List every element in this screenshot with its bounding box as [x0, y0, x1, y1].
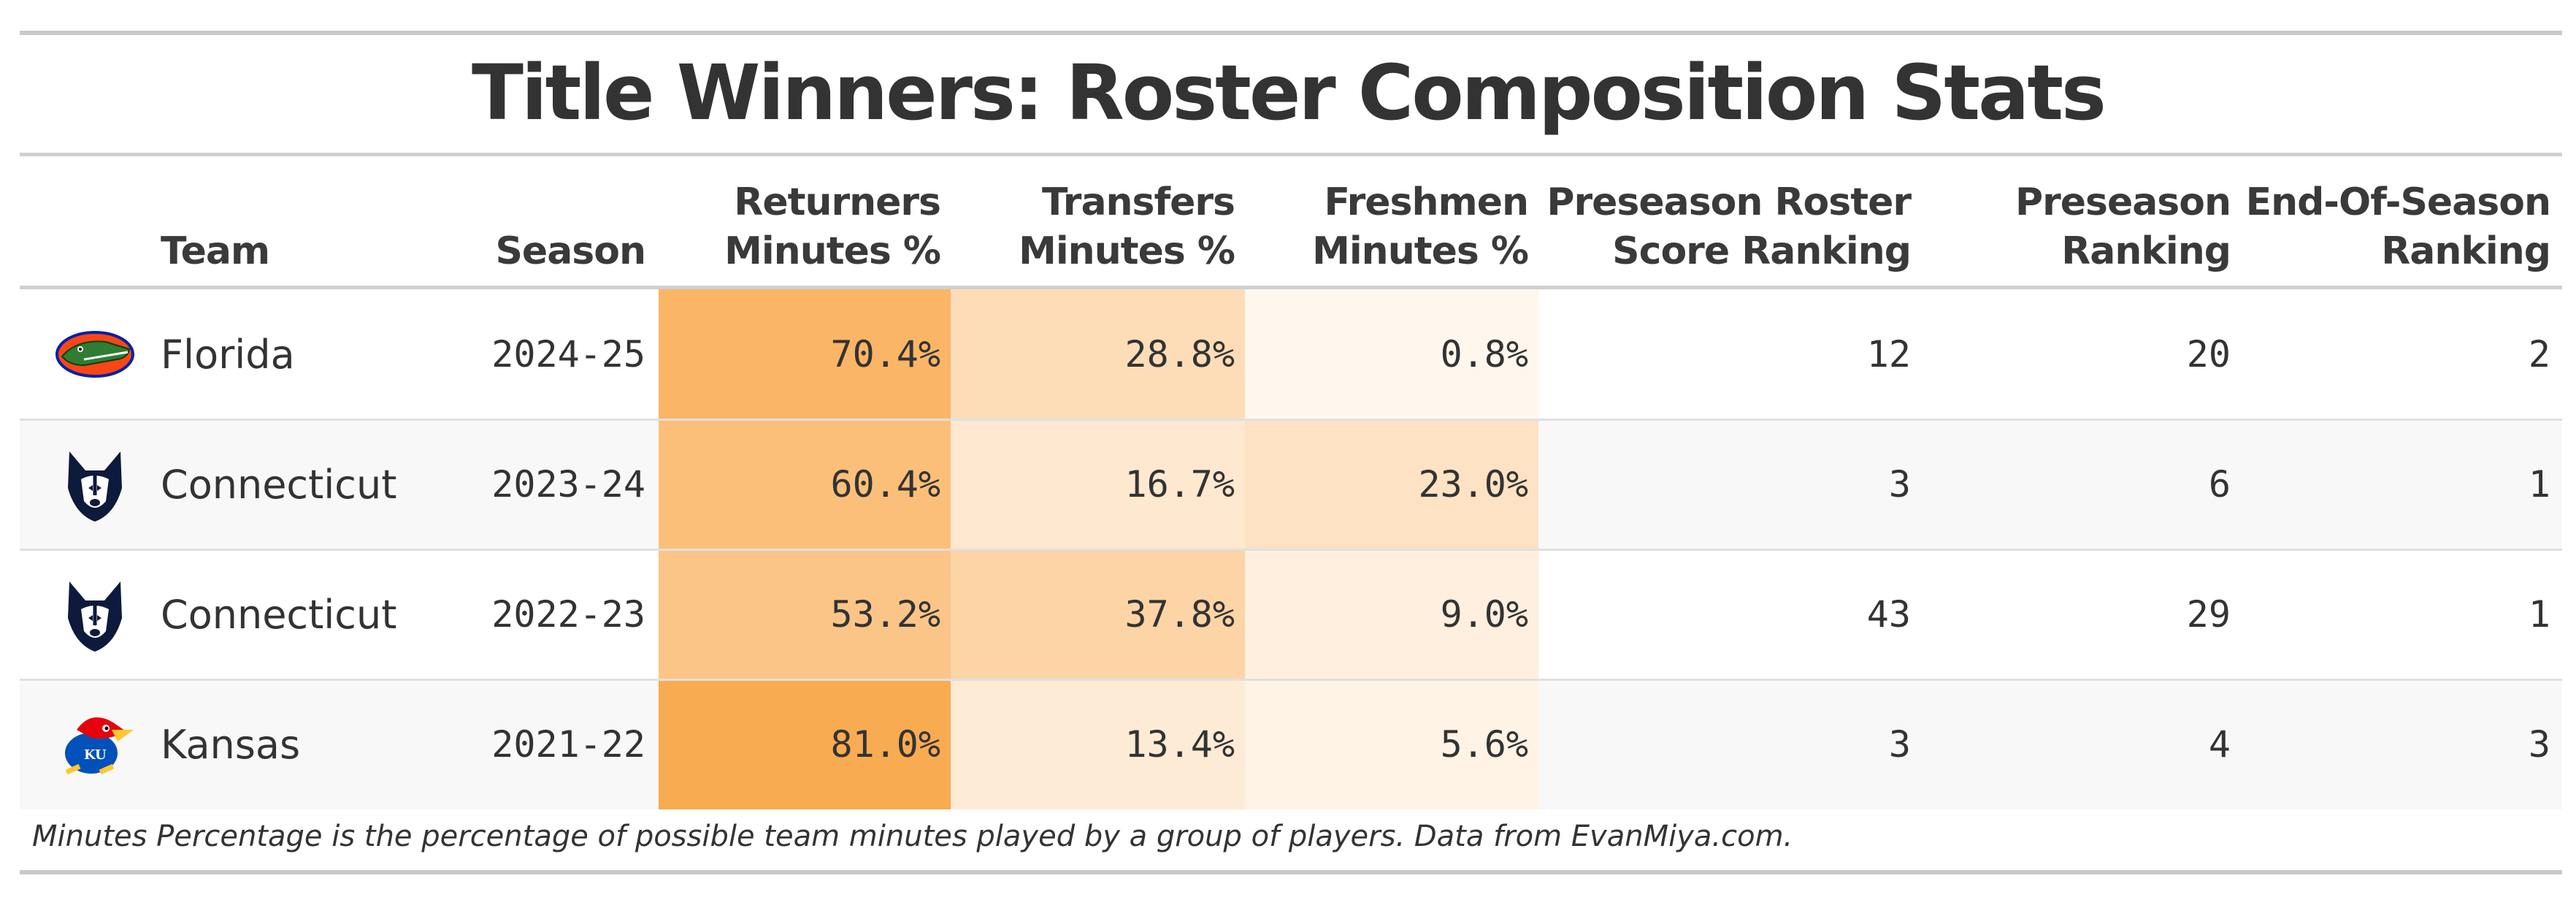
cell-returners: 53.2%: [830, 593, 940, 636]
cell-freshmen: 23.0%: [1418, 463, 1528, 506]
cell-end_season: 1: [2528, 463, 2550, 506]
cell-preseason: 6: [2208, 463, 2231, 506]
cell-returners: 60.4%: [830, 463, 940, 506]
cell-season: 2024-25: [491, 333, 645, 375]
column-header-returners: Returners Minutes %: [659, 169, 941, 276]
column-header-line: Returners: [734, 180, 941, 224]
column-header-line: Minutes %: [1019, 229, 1235, 273]
column-header-line: End-Of-Season: [2245, 180, 2551, 224]
cell-season: 2021-22: [491, 723, 645, 766]
column-header-line: Freshmen: [1324, 180, 1529, 224]
column-header-line: Season: [495, 229, 646, 273]
cell-team: Connecticut: [161, 591, 397, 638]
cell-team: Florida: [161, 331, 295, 378]
cell-end_season: 3: [2528, 723, 2550, 766]
cell-preseason: 20: [2186, 333, 2231, 375]
column-header-freshmen: Freshmen Minutes %: [1245, 169, 1529, 276]
column-header-line: Transfers: [1042, 180, 1235, 224]
column-header-season: Season: [438, 169, 646, 276]
cell-preseason: 29: [2186, 593, 2231, 636]
heat-cell-bg: [1245, 289, 1538, 419]
cell-freshmen: 5.6%: [1440, 723, 1528, 766]
cell-season: 2023-24: [491, 463, 645, 506]
cell-roster_score: 3: [1888, 723, 1911, 766]
cell-end_season: 1: [2528, 593, 2550, 636]
cell-team: Kansas: [161, 721, 301, 768]
row-divider: [20, 549, 2562, 551]
cell-freshmen: 9.0%: [1440, 593, 1528, 636]
footnote: Minutes Percentage is the percentage of …: [32, 820, 1793, 853]
column-header-roster_score: Preseason Roster Score Ranking: [1538, 169, 1912, 276]
uconn-husky-logo: [64, 444, 126, 528]
cell-transfers: 16.7%: [1124, 463, 1235, 506]
cell-roster_score: 3: [1888, 463, 1911, 506]
header-top-rule: [20, 153, 2562, 156]
heat-cell-bg: [951, 419, 1245, 549]
uconn-husky-logo: [64, 574, 126, 658]
column-header-end_season: End-Of-Season Ranking: [2231, 169, 2551, 276]
heat-cell-bg: [1245, 419, 1538, 549]
cell-roster_score: 43: [1866, 593, 1911, 636]
column-header-line: Preseason Roster: [1546, 180, 1912, 224]
row-divider: [20, 419, 2562, 421]
svg-text:KU: KU: [84, 747, 107, 763]
cell-preseason: 4: [2208, 723, 2231, 766]
top-rule: [20, 31, 2562, 35]
florida-gator-logo: [55, 329, 135, 384]
heat-cell-bg: [659, 679, 951, 809]
cell-returners: 70.4%: [830, 333, 940, 375]
cell-returners: 81.0%: [830, 723, 940, 766]
column-header-preseason: Preseason Ranking: [1911, 169, 2231, 276]
column-header-team: Team: [161, 169, 657, 276]
cell-freshmen: 0.8%: [1440, 333, 1528, 375]
cell-transfers: 13.4%: [1124, 723, 1235, 766]
column-header-line: Preseason: [2015, 180, 2231, 224]
column-header-transfers: Transfers Minutes %: [951, 169, 1235, 276]
column-header-line: Team: [161, 229, 270, 273]
cell-transfers: 28.8%: [1124, 333, 1235, 375]
heat-cell-bg: [1245, 679, 1538, 809]
heat-cell-bg: [659, 289, 951, 419]
heat-cell-bg: [659, 549, 951, 679]
cell-transfers: 37.8%: [1124, 593, 1235, 636]
cell-season: 2022-23: [491, 593, 645, 636]
cell-team: Connecticut: [161, 461, 397, 508]
column-header-line: Ranking: [2061, 229, 2231, 273]
heat-cell-bg: [951, 679, 1245, 809]
heat-cell-bg: [1245, 549, 1538, 679]
header-bottom-rule: [20, 286, 2562, 289]
cell-roster_score: 12: [1866, 333, 1911, 375]
cell-end_season: 2: [2528, 333, 2550, 375]
kansas-jayhawk-logo: KU: [55, 708, 135, 785]
bottom-rule: [20, 870, 2562, 874]
column-header-line: Ranking: [2381, 229, 2551, 273]
row-divider: [20, 679, 2562, 681]
heat-cell-bg: [951, 289, 1245, 419]
heat-cell-bg: [951, 549, 1245, 679]
column-header-line: Minutes %: [1312, 229, 1529, 273]
table-title: Title Winners: Roster Composition Stats: [472, 48, 2107, 137]
column-header-line: Score Ranking: [1612, 229, 1912, 273]
heat-cell-bg: [659, 419, 951, 549]
column-header-line: Minutes %: [724, 229, 941, 273]
